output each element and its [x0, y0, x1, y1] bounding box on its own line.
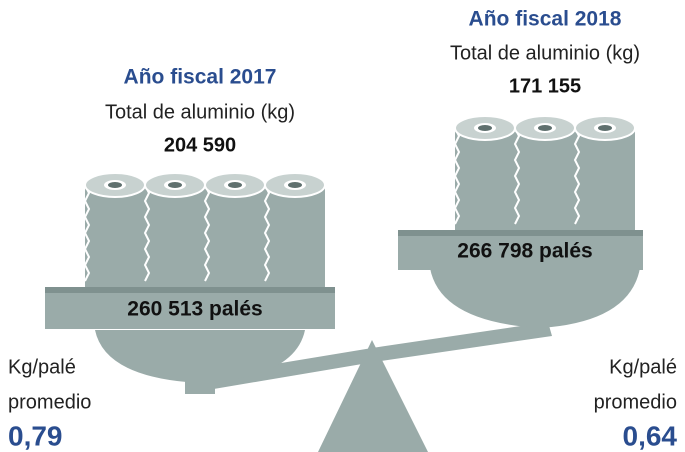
roll-hole — [108, 182, 122, 188]
infographic: Año fiscal 2017 Total de aluminio (kg) 2… — [0, 0, 685, 452]
avg-value: 0,79 — [8, 420, 63, 451]
roll-body — [515, 128, 575, 230]
roll-body — [85, 185, 145, 287]
left-tray-edge — [45, 287, 335, 293]
scale-drawing — [45, 116, 643, 452]
roll-body — [205, 185, 265, 287]
year-title: Año fiscal 2018 — [469, 8, 622, 31]
total: 171 155 — [509, 75, 581, 97]
roll-hole — [598, 125, 612, 131]
avg-label: promedio — [8, 391, 91, 413]
roll-hole — [478, 125, 492, 131]
roll-body — [145, 185, 205, 287]
roll-hole — [288, 182, 302, 188]
right-bowl — [430, 268, 640, 328]
roll-body — [575, 128, 635, 230]
right-tray-edge — [398, 230, 643, 236]
avg-value: 0,64 — [623, 420, 678, 451]
roll-hole — [228, 182, 242, 188]
avg-label: promedio — [594, 391, 677, 413]
roll-hole — [168, 182, 182, 188]
subtitle: Total de aluminio (kg) — [450, 42, 640, 64]
avg-label: Kg/palé — [8, 356, 76, 378]
roll-body — [455, 128, 515, 230]
left-stem — [185, 376, 215, 394]
total: 204 590 — [164, 134, 236, 156]
year-title: Año fiscal 2017 — [124, 66, 277, 89]
pallets: 266 798 palés — [457, 240, 592, 263]
pallets: 260 513 palés — [127, 298, 262, 321]
avg-label: Kg/palé — [609, 356, 677, 378]
roll-body — [265, 185, 325, 287]
subtitle: Total de aluminio (kg) — [105, 101, 295, 123]
roll-hole — [538, 125, 552, 131]
